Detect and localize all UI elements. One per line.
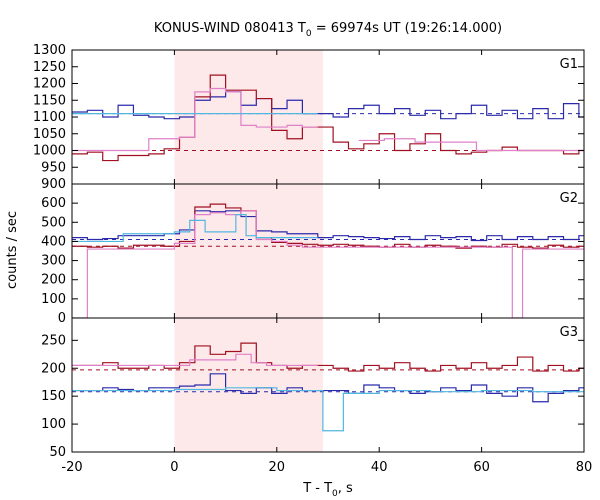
y-tick-label: 1100 [33, 110, 66, 125]
y-tick-label: 1300 [33, 43, 66, 58]
series-line-cyan [72, 387, 584, 432]
x-tick-label: -20 [61, 460, 82, 475]
y-tick-label: 100 [41, 417, 66, 432]
series-line-pink [72, 353, 318, 367]
y-tick-label: 900 [41, 177, 66, 192]
x-tick-label: 60 [473, 460, 490, 475]
y-tick-label: 100 [41, 292, 66, 307]
y-axis-label: counts / sec [5, 211, 20, 289]
chart-title: KONUS-WIND 080413 T0 = 69974s UT (19:26:… [154, 21, 502, 39]
y-tick-label: 600 [41, 196, 66, 211]
y-tick-label: 1000 [33, 144, 66, 159]
y-tick-label: 500 [41, 215, 66, 230]
series-line-red [72, 342, 584, 372]
y-tick-label: 1250 [33, 60, 66, 75]
y-tick-label: 1200 [33, 77, 66, 92]
panel-label: G3 [560, 325, 578, 340]
panel-frame [71, 317, 585, 453]
series-line-red [72, 203, 584, 249]
y-tick-label: 0 [58, 311, 66, 326]
x-tick-label: 40 [371, 460, 388, 475]
y-tick-label: 50 [49, 445, 66, 460]
series-line-cyan [72, 214, 318, 243]
highlight-band [174, 50, 323, 184]
y-tick-label: 1150 [33, 93, 66, 108]
x-tick-label: 80 [576, 460, 593, 475]
y-tick-label: 200 [41, 361, 66, 376]
plot-area: 9009501000105011001150120012501300G10100… [33, 43, 592, 475]
series-line-pink [72, 210, 584, 318]
y-tick-label: 400 [41, 234, 66, 249]
y-tick-label: 950 [41, 160, 66, 175]
y-tick-label: 1050 [33, 127, 66, 142]
series-line-pink [72, 87, 318, 152]
series-line-blue [72, 373, 584, 403]
x-tick-label: 20 [269, 460, 286, 475]
x-axis-label: T - T0, s [302, 481, 353, 499]
series-line-blue [72, 91, 584, 120]
x-tick-label: 0 [170, 460, 178, 475]
panel-label: G1 [560, 57, 578, 72]
y-tick-label: 300 [41, 254, 66, 269]
highlight-band [174, 184, 323, 318]
y-tick-label: 150 [41, 389, 66, 404]
y-tick-label: 200 [41, 273, 66, 288]
y-tick-label: 250 [41, 333, 66, 348]
series-line-pink [358, 138, 584, 152]
panel-label: G2 [560, 191, 578, 206]
